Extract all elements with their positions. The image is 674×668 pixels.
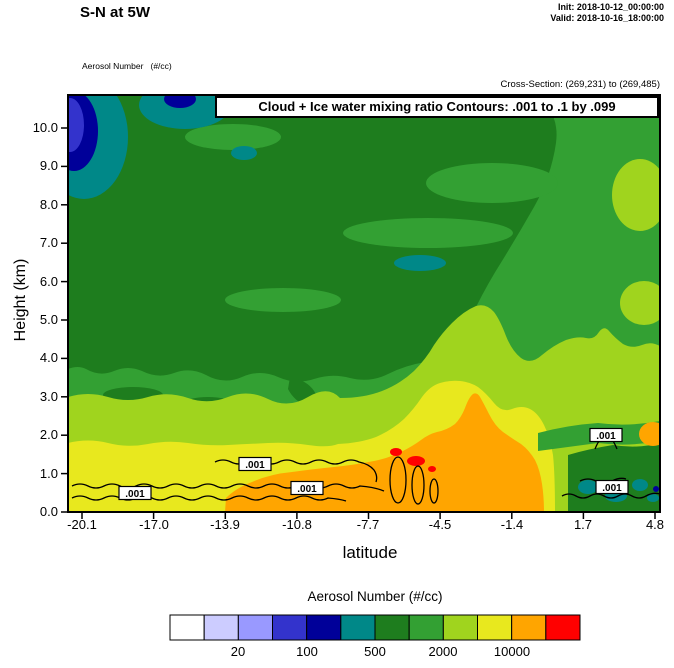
x-tick-label: -20.1 bbox=[67, 517, 97, 532]
cloud-contour-loop bbox=[429, 478, 439, 504]
x-tick-label: -17.0 bbox=[139, 517, 169, 532]
region-red-core bbox=[407, 456, 425, 466]
contour-labels: .001 .001 .001 .001 .001 bbox=[118, 427, 629, 501]
colorbar-segment bbox=[374, 614, 410, 641]
cross-section-plot: .001 .001 .001 .001 .001 bbox=[61, 94, 661, 519]
y-tick-label: 3.0 bbox=[39, 389, 58, 404]
y-tick-label: 0.0 bbox=[39, 504, 58, 519]
region-navy-speck bbox=[653, 486, 659, 492]
contour-label: .001 bbox=[589, 427, 623, 443]
region-green-channel bbox=[185, 124, 281, 150]
colorbar-tick-label: 100 bbox=[296, 644, 318, 659]
region-teal-streak bbox=[394, 255, 446, 271]
cloud-contour-loop bbox=[389, 456, 407, 504]
y-tick-label: 6.0 bbox=[39, 274, 58, 289]
x-tick-label: -4.5 bbox=[428, 517, 452, 532]
cloud-contour-line bbox=[561, 492, 660, 499]
region-green-channel bbox=[426, 163, 558, 203]
region-green-channel bbox=[225, 288, 341, 312]
y-tick-label: 4.0 bbox=[39, 350, 58, 365]
colorbar-tick-label: 20 bbox=[230, 644, 246, 659]
region-teal-top bbox=[139, 95, 231, 129]
y-tick-label: 10.0 bbox=[32, 120, 58, 135]
y-axis-title: Height (km) bbox=[12, 258, 29, 342]
x-tick-label: -13.9 bbox=[210, 517, 240, 532]
region-teal-spot bbox=[632, 479, 648, 491]
region-red-core bbox=[428, 466, 436, 472]
svg-text:.001: .001 bbox=[245, 460, 265, 471]
x-tick-label: -7.7 bbox=[356, 517, 380, 532]
colorbar-segment bbox=[545, 614, 581, 641]
x-tick-label: -1.4 bbox=[500, 517, 524, 532]
colorbar-tick-label: 10000 bbox=[493, 644, 531, 659]
region-green-channel bbox=[343, 218, 513, 248]
region-yellow-green-patch bbox=[612, 159, 660, 231]
colorbar-segment bbox=[477, 614, 513, 641]
page-title: S-N at 5W bbox=[80, 4, 151, 21]
colorbar-segment bbox=[306, 614, 342, 641]
colorbar-segment bbox=[272, 614, 308, 641]
fill-field-name: Aerosol Number (#/cc) bbox=[82, 61, 172, 71]
contour-info-box: Cloud + Ice water mixing ratio Contours:… bbox=[215, 96, 659, 118]
colorbar-tick-label: 500 bbox=[364, 644, 386, 659]
model-times: Init: 2018-10-12_00:00:00 Valid: 2018-10… bbox=[550, 2, 664, 24]
svg-text:.001: .001 bbox=[602, 483, 622, 494]
cloud-contour-loop bbox=[411, 465, 425, 505]
x-axis-title: latitude bbox=[342, 543, 398, 562]
region-teal-spot bbox=[647, 494, 659, 502]
svg-text:.001: .001 bbox=[297, 484, 317, 495]
y-tick-label: 7.0 bbox=[39, 235, 58, 250]
axis-ticks bbox=[61, 127, 656, 519]
colorbar-segment bbox=[340, 614, 376, 641]
y-tick-label: 9.0 bbox=[39, 158, 58, 173]
svg-text:.001: .001 bbox=[125, 489, 145, 500]
colorbar-segment bbox=[511, 614, 547, 641]
svg-text:.001: .001 bbox=[596, 431, 616, 442]
region-teal-spot bbox=[231, 146, 257, 160]
x-tick-label: 1.7 bbox=[573, 517, 593, 532]
colorbar-segment bbox=[203, 614, 239, 641]
region-dark-green-upper bbox=[68, 95, 557, 382]
colorbar-segment bbox=[408, 614, 444, 641]
contour-label: .001 bbox=[238, 456, 272, 472]
contour-label: .001 bbox=[595, 479, 629, 495]
y-tick-label: 2.0 bbox=[39, 427, 58, 442]
contour-label: .001 bbox=[290, 480, 324, 496]
region-teal-spot bbox=[578, 480, 598, 494]
region-yellow-green-patch bbox=[620, 281, 660, 325]
x-tick-label: 4.8 bbox=[645, 517, 665, 532]
colorbar-segment bbox=[237, 614, 273, 641]
contour-label: .001 bbox=[118, 485, 152, 501]
colorbar-segment bbox=[169, 614, 205, 641]
x-tick-label: -10.8 bbox=[282, 517, 312, 532]
y-tick-label: 1.0 bbox=[39, 466, 58, 481]
y-tick-label: 8.0 bbox=[39, 197, 58, 212]
region-blue-topleft bbox=[68, 98, 84, 152]
region-navy-top bbox=[164, 95, 196, 108]
valid-time: Valid: 2018-10-16_18:00:00 bbox=[550, 13, 664, 23]
plot-border bbox=[67, 94, 661, 513]
colorbar-tick-label: 2000 bbox=[428, 644, 458, 659]
region-orange-blob-right bbox=[639, 422, 660, 446]
init-time: Init: 2018-10-12_00:00:00 bbox=[557, 2, 664, 12]
y-tick-label: 5.0 bbox=[39, 312, 58, 327]
colorbar-segment bbox=[442, 614, 478, 641]
cross-section-coords: Cross-Section: (269,231) to (269,485) bbox=[500, 79, 660, 90]
colorbar-title: Aerosol Number (#/cc) bbox=[307, 589, 443, 604]
fill-regions bbox=[68, 95, 660, 512]
colorbar bbox=[169, 614, 581, 641]
region-red-core bbox=[390, 448, 402, 456]
